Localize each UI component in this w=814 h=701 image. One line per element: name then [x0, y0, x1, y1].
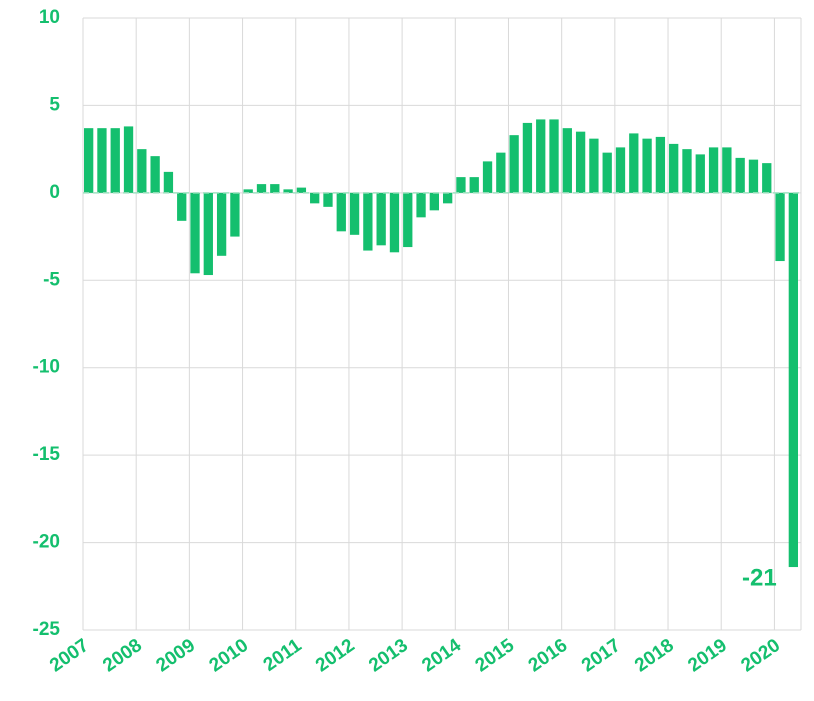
bar: [629, 133, 639, 193]
bar: [775, 192, 785, 262]
bar: [682, 149, 692, 193]
bar: [722, 147, 732, 193]
bar: [389, 192, 400, 253]
bar: [575, 131, 586, 193]
bar: [363, 192, 373, 251]
x-tick-label: 2015: [472, 635, 519, 677]
y-tick-label: -5: [43, 269, 60, 290]
bar: [123, 126, 134, 193]
bar: [536, 119, 546, 193]
bar: [137, 149, 147, 193]
bar: [429, 192, 439, 211]
bar: [509, 135, 519, 193]
x-tick-label: 2008: [99, 635, 146, 676]
bar: [349, 192, 360, 235]
bar: [788, 192, 798, 568]
bar: [84, 128, 94, 193]
bar: [336, 192, 346, 232]
bar: [203, 192, 213, 276]
bar: [615, 147, 626, 193]
bar: [735, 157, 745, 193]
bar: [708, 147, 719, 193]
bar: [748, 159, 759, 193]
bar: [270, 184, 280, 193]
bar: [669, 143, 679, 193]
data-label: -21: [742, 564, 777, 591]
bar: [695, 154, 705, 193]
y-tick-label: 5: [49, 94, 60, 115]
bar: [230, 192, 240, 237]
bar: [296, 187, 307, 193]
x-tick-label: 2018: [631, 635, 678, 676]
y-tick-label: -15: [33, 444, 61, 465]
x-tick-label: 2016: [525, 635, 572, 676]
x-tick-label: 2012: [312, 635, 359, 676]
bar: [97, 128, 107, 193]
x-tick-label: 2013: [365, 635, 412, 676]
bar: [589, 138, 599, 193]
bar: [310, 192, 320, 204]
bar: [443, 192, 453, 204]
y-tick-label: -25: [33, 619, 61, 640]
bar: [110, 128, 120, 193]
x-tick-label: 2011: [260, 635, 306, 676]
y-tick-label: 10: [39, 7, 60, 28]
bar: [562, 128, 572, 193]
x-tick-label: 2009: [152, 635, 199, 676]
bar: [762, 163, 772, 193]
bar: [150, 156, 160, 193]
x-tick-label: 2010: [206, 635, 253, 676]
bar: [376, 192, 386, 246]
bar: [403, 192, 413, 248]
bar: [642, 138, 652, 193]
x-tick-label: 2019: [684, 635, 731, 676]
bar: [256, 184, 267, 193]
bar: [163, 171, 174, 193]
bar: [216, 192, 227, 256]
y-tick-label: -20: [33, 532, 60, 553]
x-tick-label: 2007: [46, 635, 93, 676]
x-tick-label: 2014: [418, 635, 465, 677]
bar: [469, 177, 479, 193]
bar: [482, 161, 493, 193]
bar: [243, 189, 253, 193]
bar: [602, 152, 612, 193]
y-tick-label: -10: [33, 357, 60, 378]
bar: [522, 122, 533, 193]
bar: [190, 192, 200, 274]
bar: [496, 152, 506, 193]
bar: [416, 192, 426, 218]
bar: [549, 119, 559, 193]
y-tick-label: 0: [49, 182, 60, 203]
bar: [177, 192, 187, 221]
bar: [456, 177, 466, 193]
x-tick-label: 2020: [737, 635, 784, 676]
x-tick-label: 2017: [578, 635, 625, 676]
bar: [283, 189, 293, 193]
bar: [655, 136, 666, 193]
bar: [323, 192, 333, 207]
